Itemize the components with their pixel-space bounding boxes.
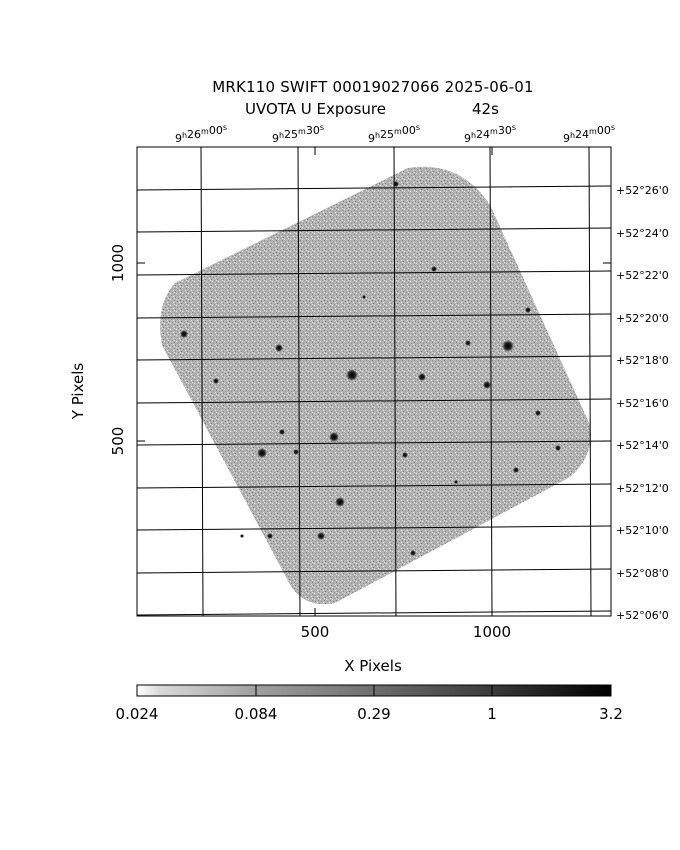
y-axis-label: Y Pixels	[69, 362, 88, 420]
dec-grid-line	[136, 313, 612, 319]
dec-grid-line	[136, 398, 612, 404]
dec-label: +52°10'0	[616, 524, 669, 537]
dec-grid-line	[136, 185, 612, 191]
y-tick-label: 1000	[109, 244, 127, 282]
point-source	[418, 373, 426, 381]
point-source	[402, 452, 408, 458]
dec-grid-line	[136, 227, 612, 233]
point-source	[525, 307, 531, 313]
point-source	[293, 449, 299, 455]
exposure-time: 42s	[472, 100, 499, 118]
exposure-footprint	[160, 166, 591, 605]
point-source	[362, 295, 366, 299]
point-source	[465, 340, 471, 346]
ra-label: 9h25m30s	[272, 123, 324, 145]
point-source	[279, 429, 285, 435]
dec-grid-line	[136, 483, 612, 489]
ra-label: 9h24m30s	[464, 123, 516, 145]
colorbar-tick-label: 3.2	[599, 705, 623, 723]
point-source	[213, 378, 219, 384]
dec-label: +52°24'0	[616, 227, 669, 240]
sources	[180, 181, 561, 556]
point-source	[267, 533, 273, 539]
y-tick-label: 500	[109, 427, 127, 456]
point-source	[513, 467, 519, 473]
point-source	[240, 534, 244, 538]
plot-frame	[136, 146, 612, 617]
point-source	[329, 432, 339, 442]
dec-grid-line	[136, 355, 612, 361]
point-source	[257, 448, 267, 458]
dec-label: +52°06'0	[616, 609, 669, 622]
ra-grid-line	[297, 146, 301, 617]
dec-label: +52°14'0	[616, 439, 669, 452]
dec-labels: +52°26'0 +52°24'0 +52°22'0 +52°20'0 +52°18'0…	[616, 184, 669, 622]
dec-label: +52°20'0	[616, 312, 669, 325]
ra-grid-line	[588, 146, 592, 617]
colorbar-tick-label: 0.29	[357, 705, 391, 723]
dec-label: +52°08'0	[616, 567, 669, 580]
point-source	[454, 480, 458, 484]
point-source	[535, 410, 541, 416]
dec-grid-line	[136, 440, 612, 446]
point-source	[410, 550, 416, 556]
point-source	[180, 330, 188, 338]
dec-grid-line	[136, 270, 612, 276]
x-axis-label: X Pixels	[344, 657, 402, 675]
dec-grid-line	[136, 568, 612, 574]
dec-label: +52°16'0	[616, 397, 669, 410]
colorbar-ticks	[255, 685, 493, 696]
ra-labels: 9h26m00s 9h25m30s 9h25m00s 9h24m30s 9h24m00s	[175, 123, 615, 145]
point-source	[502, 340, 514, 352]
ra-grid-line	[200, 146, 204, 617]
ra-label: 9h25m00s	[368, 123, 420, 145]
dec-grid-line	[136, 610, 612, 616]
ra-grid-line	[489, 146, 493, 617]
pixel-axis-ticks	[137, 147, 611, 616]
ra-label: 9h24m00s	[563, 123, 615, 145]
point-source	[346, 369, 358, 381]
point-source	[483, 381, 491, 389]
image-subtitle: UVOTA U Exposure	[245, 100, 386, 118]
colorbar-tick-label: 0.024	[115, 705, 159, 723]
colorbar-tick-label: 0.084	[234, 705, 278, 723]
point-source	[275, 344, 283, 352]
dec-label: +52°12'0	[616, 482, 669, 495]
dec-label: +52°18'0	[616, 354, 669, 367]
point-source	[335, 497, 345, 507]
point-source	[317, 532, 325, 540]
dec-label: +52°26'0	[616, 184, 669, 197]
dec-label: +52°22'0	[616, 269, 669, 282]
ra-label: 9h26m00s	[175, 123, 227, 145]
colorbar-tick-label: 1	[487, 705, 497, 723]
dec-grid-line	[136, 525, 612, 531]
x-tick-label: 1000	[473, 623, 511, 641]
coordinate-grid	[136, 146, 612, 617]
image-title: MRK110 SWIFT 00019027066 2025-06-01	[212, 78, 534, 96]
ra-grid-line	[393, 146, 397, 617]
x-tick-label: 500	[301, 623, 330, 641]
point-source	[431, 266, 437, 272]
point-source	[555, 445, 561, 451]
